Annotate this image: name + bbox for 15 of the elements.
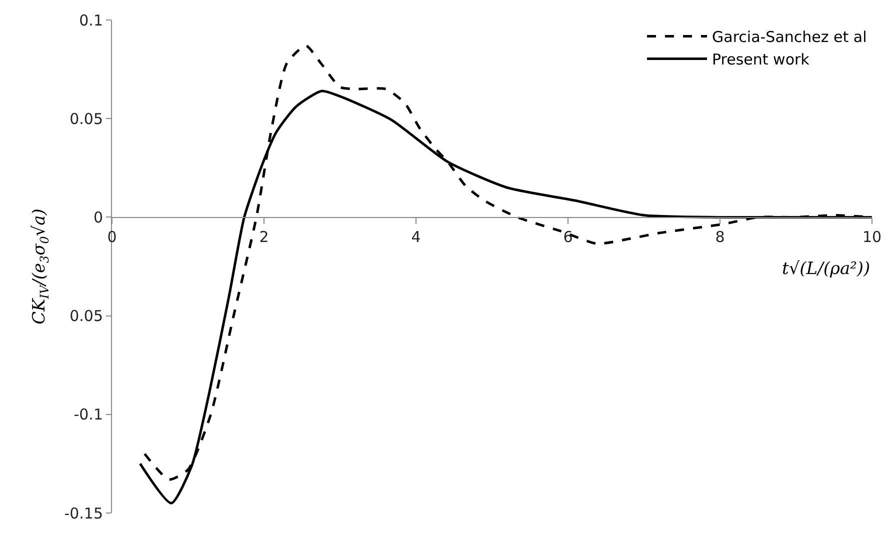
x-tick-label: 6 [563, 228, 573, 246]
legend-label: Present work [712, 50, 810, 69]
y-tick-label: 0.05 [70, 110, 103, 128]
y-tick-label: -0.1 [74, 406, 103, 424]
x-tick-label: 0 [107, 228, 117, 246]
y-tick-label: -0.15 [64, 504, 103, 522]
legend-label: Garcia-Sanchez et al [712, 28, 867, 46]
y-tick-label: 0.05 [70, 307, 103, 326]
x-tick-label: 8 [715, 228, 725, 246]
y-tick-label: 0.1 [79, 11, 103, 30]
x-tick-label: 10 [862, 228, 882, 246]
x-tick-label: 2 [259, 228, 269, 246]
y-tick-label: 0 [93, 208, 103, 226]
x-tick-label: 4 [411, 228, 421, 246]
x-axis-title: t√(L/(ρa²)) [782, 259, 870, 279]
